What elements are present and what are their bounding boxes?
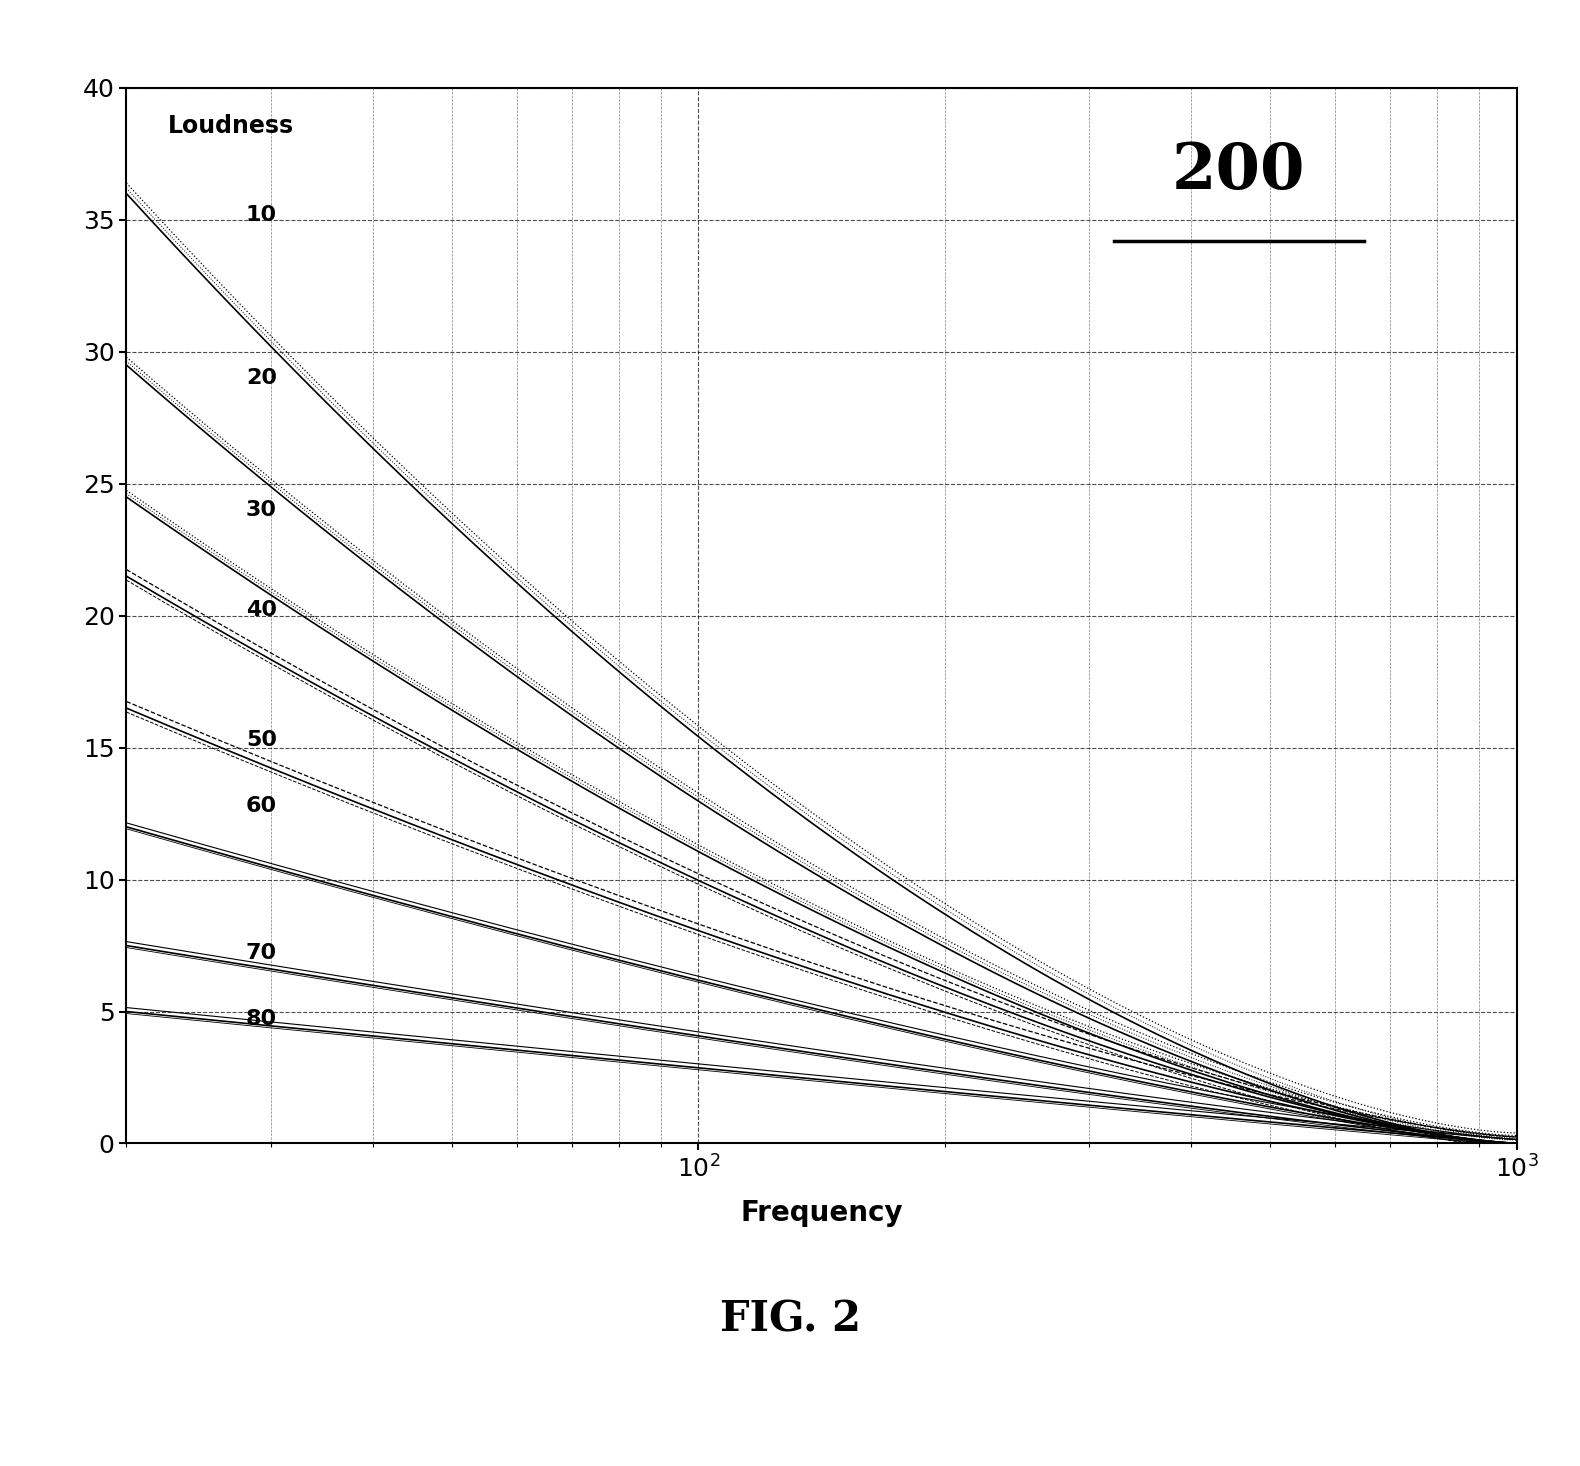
Text: 10: 10	[246, 205, 276, 224]
Text: 70: 70	[246, 944, 276, 963]
Text: 50: 50	[246, 730, 276, 749]
Text: FIG. 2: FIG. 2	[719, 1299, 861, 1340]
Text: Loudness: Loudness	[167, 114, 294, 138]
Text: 200: 200	[1172, 141, 1305, 202]
X-axis label: Frequency: Frequency	[741, 1199, 902, 1227]
Text: 30: 30	[246, 500, 276, 520]
Text: 60: 60	[246, 796, 276, 815]
Text: 40: 40	[246, 601, 276, 620]
Text: 80: 80	[246, 1010, 276, 1029]
Text: 20: 20	[246, 368, 276, 388]
